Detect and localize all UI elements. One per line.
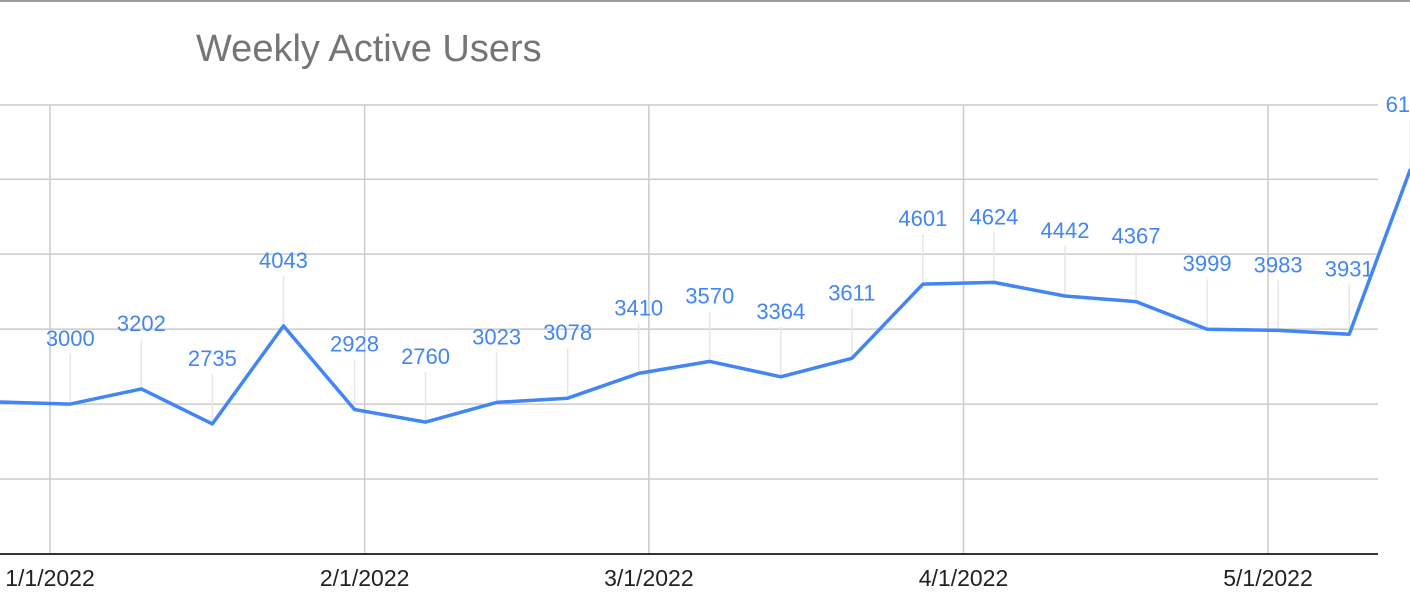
data-label: 2928 — [330, 331, 379, 356]
chart-title: Weekly Active Users — [196, 28, 542, 70]
data-point — [921, 282, 925, 286]
data-label: 3202 — [117, 311, 166, 336]
data-label: 3611 — [828, 280, 875, 305]
data-point — [1134, 300, 1138, 304]
x-tick-label: 3/1/2022 — [604, 565, 694, 591]
data-point — [1205, 327, 1209, 331]
x-tick-label: 2/1/2022 — [320, 565, 410, 591]
data-label: 4624 — [969, 204, 1018, 229]
data-point — [1063, 294, 1067, 298]
data-point — [495, 400, 499, 404]
data-label: 3983 — [1254, 252, 1303, 277]
data-label: 3999 — [1183, 251, 1232, 276]
data-label: 2735 — [188, 346, 237, 371]
data-label: 4442 — [1041, 218, 1090, 243]
data-point — [637, 371, 641, 375]
data-label: 3364 — [756, 299, 805, 324]
data-label: 3410 — [614, 295, 663, 320]
data-point — [708, 359, 712, 363]
data-point — [1276, 328, 1280, 332]
data-point — [992, 280, 996, 284]
data-label: 3000 — [46, 326, 95, 351]
data-label: 6123 — [1386, 92, 1410, 117]
x-tick-label: 1/1/2022 — [5, 565, 95, 591]
data-label: 3023 — [472, 324, 521, 349]
data-point — [281, 324, 285, 328]
data-point — [1347, 332, 1351, 336]
data-point — [68, 402, 72, 406]
top-border — [0, 0, 1410, 2]
data-label: 3931 — [1325, 256, 1374, 281]
data-point — [424, 420, 428, 424]
series-line-weekly-active-users — [0, 168, 1410, 426]
data-label: 4043 — [259, 248, 308, 273]
data-label: 4367 — [1112, 224, 1161, 249]
data-point — [850, 356, 854, 360]
data-label: 3570 — [685, 283, 734, 308]
data-label: 3078 — [543, 320, 592, 345]
data-label: 4601 — [898, 206, 947, 231]
data-label: 2760 — [401, 344, 450, 369]
data-point — [779, 375, 783, 379]
x-tick-label: 5/1/2022 — [1223, 565, 1313, 591]
data-point — [210, 422, 214, 426]
data-point — [139, 387, 143, 391]
data-point — [353, 407, 357, 411]
x-tick-label: 4/1/2022 — [919, 565, 1009, 591]
data-point — [566, 396, 570, 400]
